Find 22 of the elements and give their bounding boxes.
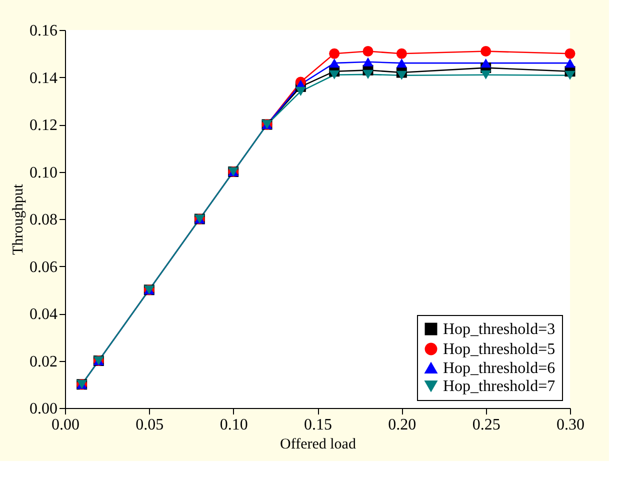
x-axis-title: Offered load: [280, 436, 356, 452]
legend-label: Hop_threshold=6: [443, 360, 556, 377]
legend-label: Hop_threshold=3: [443, 321, 556, 338]
y-tick-label: 0.10: [30, 164, 58, 182]
legend-label: Hop_threshold=7: [443, 378, 556, 395]
x-tick-label: 0.30: [556, 416, 584, 434]
x-tick-label: 0.05: [136, 416, 164, 434]
y-tick-label: 0.02: [30, 353, 58, 370]
x-tick-label: 0.00: [52, 416, 80, 434]
y-axis-title: Throughput: [10, 183, 26, 255]
x-tick-label: 0.20: [388, 416, 416, 434]
y-tick-label: 0.08: [30, 212, 58, 228]
y-tick-label: 0.06: [30, 258, 58, 276]
y-tick-label: 0.16: [30, 22, 58, 40]
x-tick-label: 0.25: [472, 416, 500, 434]
legend-label: Hop_threshold=5: [443, 341, 556, 358]
x-tick-label: 0.15: [304, 416, 332, 434]
y-tick-label: 0.00: [30, 400, 58, 418]
y-tick-label: 0.12: [30, 117, 58, 134]
y-tick-label: 0.14: [30, 70, 58, 87]
y-tick-label: 0.04: [30, 306, 58, 323]
x-tick-label: 0.10: [220, 416, 248, 434]
